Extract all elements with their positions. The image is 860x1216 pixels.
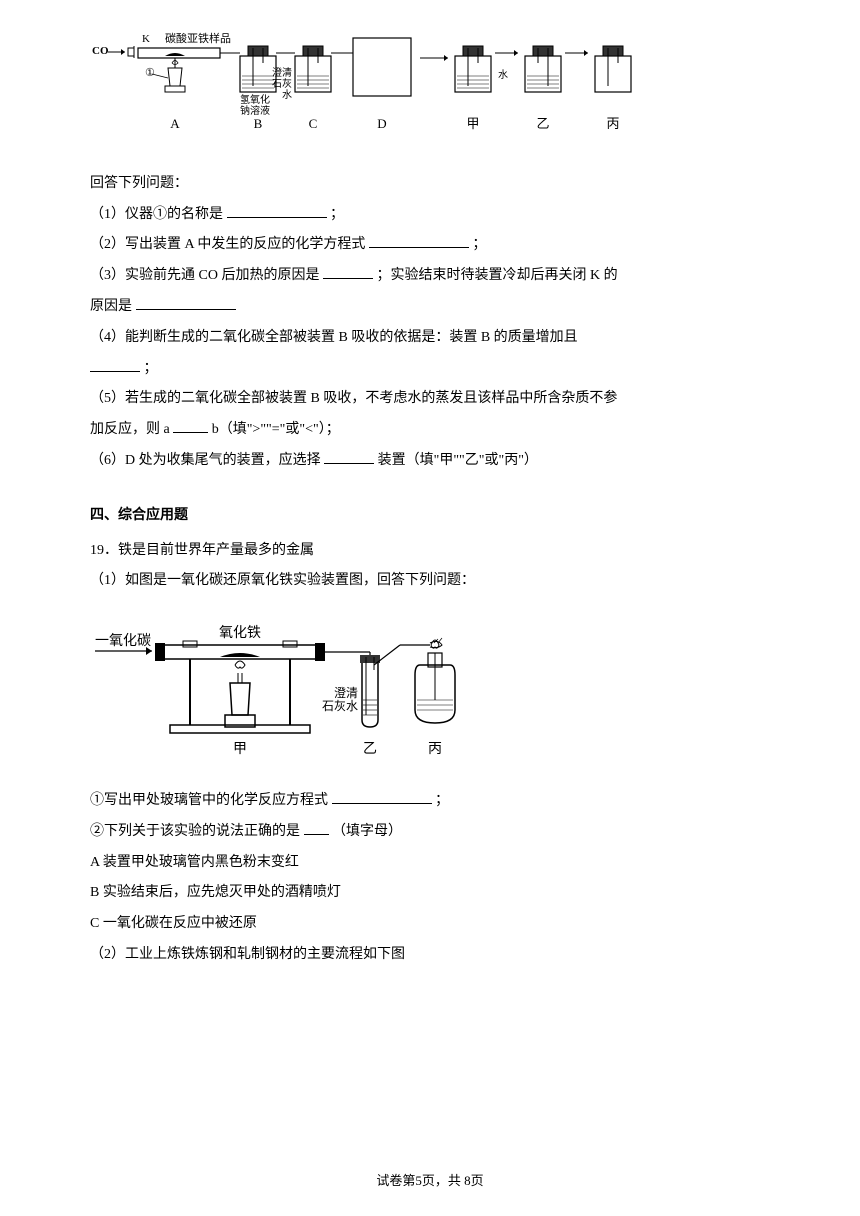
- q1-suffix: ；: [330, 207, 344, 222]
- q4-blank: [90, 358, 140, 372]
- svg-text:甲: 甲: [233, 742, 247, 757]
- q5-part3: b（填">""="或"<"）；: [212, 422, 340, 437]
- svg-text:氢氧化: 氢氧化: [240, 93, 270, 106]
- svg-text:澄清: 澄清: [272, 66, 292, 79]
- svg-text:A: A: [170, 116, 180, 131]
- q19-2: （2）工业上炼铁炼钢和轧制钢材的主要流程如下图: [90, 940, 770, 971]
- svg-text:碳酸亚铁样品: 碳酸亚铁样品: [165, 31, 231, 45]
- q2-blank: [369, 234, 469, 248]
- svg-text:B: B: [254, 116, 263, 131]
- section-4-heading: 四、综合应用题: [90, 501, 770, 532]
- q19-optC: C 一氧化碳在反应中被还原: [90, 909, 770, 940]
- svg-text:CO: CO: [92, 45, 109, 57]
- q5-part2: 加反应，则 a: [90, 422, 170, 437]
- q1: （1）仪器①的名称是 ；: [90, 200, 770, 231]
- q19-sub2: ②下列关于该实验的说法正确的是 （填字母）: [90, 817, 770, 848]
- svg-text:氧化铁: 氧化铁: [219, 625, 261, 641]
- q1-blank: [227, 204, 327, 218]
- svg-text:甲: 甲: [466, 116, 479, 131]
- q19-sub1-text: ①写出甲处玻璃管中的化学反应方程式: [90, 793, 328, 808]
- q5-line2: 加反应，则 a b（填">""="或"<"）；: [90, 415, 770, 446]
- svg-text:K: K: [142, 33, 150, 45]
- svg-text:一氧化碳: 一氧化碳: [95, 633, 151, 649]
- q4-line1: （4）能判断生成的二氧化碳全部被装置 B 吸收的依据是：装置 B 的质量增加且: [90, 323, 770, 354]
- svg-text:乙: 乙: [536, 116, 549, 131]
- q3-blank1: [323, 265, 373, 279]
- svg-text:D: D: [377, 116, 386, 131]
- q5-line1: （5）若生成的二氧化碳全部被装置 B 吸收，不考虑水的蒸发且该样品中所含杂质不参: [90, 384, 770, 415]
- q6-blank: [324, 450, 374, 464]
- q2-text: （2）写出装置 A 中发生的反应的化学方程式: [90, 237, 365, 252]
- svg-text:澄清: 澄清: [334, 685, 358, 700]
- svg-text:C: C: [309, 116, 318, 131]
- q5-blank: [173, 419, 208, 433]
- q19-sub1-blank: [332, 790, 432, 804]
- q1-text: （1）仪器①的名称是: [90, 207, 223, 222]
- q19: 19．铁是目前世界年产量最多的金属: [90, 536, 770, 567]
- q3-part2: ；实验结束时待装置冷却后再关闭 K 的: [376, 268, 617, 283]
- q19-sub1-suffix: ；: [435, 793, 449, 808]
- svg-text:乙: 乙: [363, 741, 377, 757]
- q3-line1: （3）实验前先通 CO 后加热的原因是 ；实验结束时待装置冷却后再关闭 K 的: [90, 261, 770, 292]
- q4-suffix: ；: [144, 361, 158, 376]
- q6-part2: 装置（填"甲""乙"或"丙"）: [378, 453, 538, 468]
- q6: （6）D 处为收集尾气的装置，应选择 装置（填"甲""乙"或"丙"）: [90, 446, 770, 477]
- q-intro: 回答下列问题：: [90, 169, 770, 200]
- svg-text:石灰水: 石灰水: [322, 699, 358, 713]
- q19-sub2-blank: [304, 821, 329, 835]
- q19-sub2-suffix: （填字母）: [332, 824, 402, 839]
- q3-part3: 原因是: [90, 299, 132, 314]
- svg-text:丙: 丙: [428, 742, 442, 757]
- page-footer: 试卷第5页，共 8页: [0, 1167, 860, 1196]
- svg-text:水: 水: [282, 89, 292, 101]
- q3-part1: （3）实验前先通 CO 后加热的原因是: [90, 268, 319, 283]
- q19-optB: B 实验结束后，应先熄灭甲处的酒精喷灯: [90, 878, 770, 909]
- q3-blank2: [136, 296, 236, 310]
- q19-optA: A 装置甲处玻璃管内黑色粉末变红: [90, 848, 770, 879]
- svg-text:①: ①: [145, 67, 155, 79]
- q2-suffix: ；: [472, 237, 486, 252]
- svg-text:水: 水: [498, 69, 508, 81]
- apparatus-diagram-2: 一氧化碳 氧化铁 澄清: [90, 605, 770, 778]
- q6-part1: （6）D 处为收集尾气的装置，应选择: [90, 453, 321, 468]
- q19-sub2-text: ②下列关于该实验的说法正确的是: [90, 824, 300, 839]
- apparatus-diagram-1: CO K 碳酸亚铁样品 ① 氢氧化 钠溶液: [90, 28, 770, 161]
- q19-sub1: ①写出甲处玻璃管中的化学反应方程式 ；: [90, 786, 770, 817]
- q4-line2: ；: [90, 354, 770, 385]
- q3-line2: 原因是: [90, 292, 770, 323]
- q19-1: （1）如图是一氧化碳还原氧化铁实验装置图，回答下列问题：: [90, 566, 770, 597]
- q2: （2）写出装置 A 中发生的反应的化学方程式 ；: [90, 230, 770, 261]
- svg-text:丙: 丙: [606, 116, 619, 131]
- svg-text:石灰: 石灰: [272, 77, 292, 90]
